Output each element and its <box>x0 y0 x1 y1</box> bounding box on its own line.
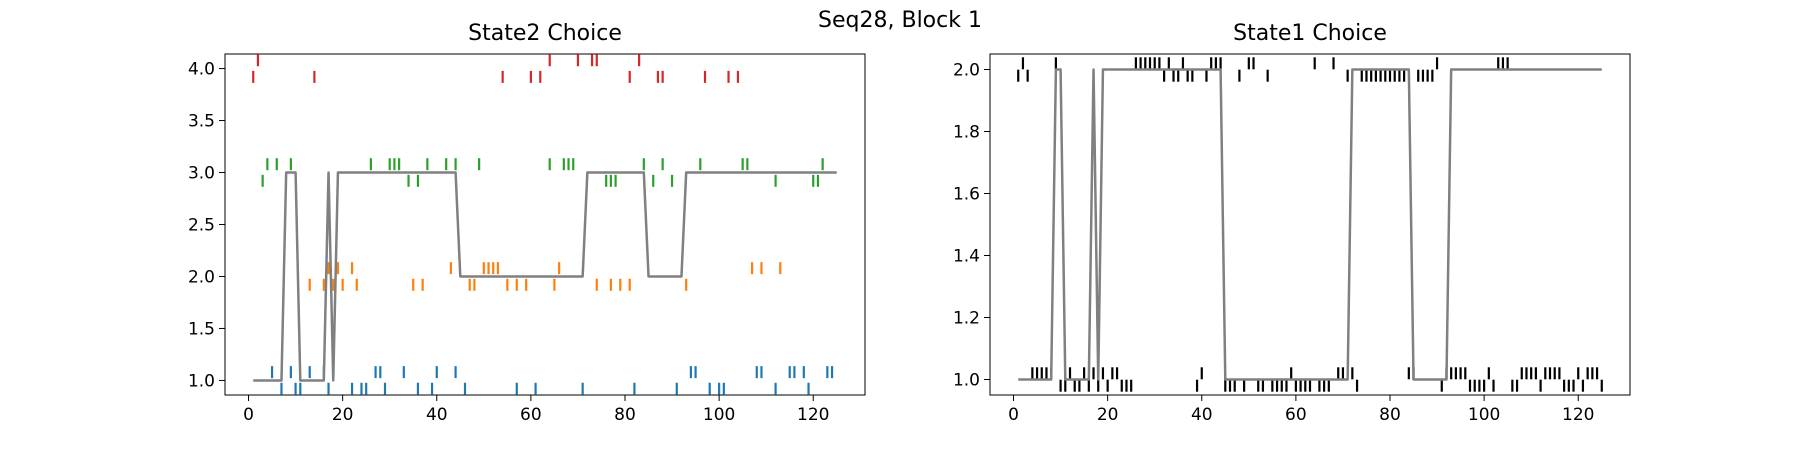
state1-choice-line <box>1018 68 1602 381</box>
state1-ytick-label: 1.8 <box>953 123 980 143</box>
state2-xtick-label: 40 <box>426 405 448 425</box>
state1-ytick-label: 1.0 <box>953 371 980 391</box>
state1-choice-title: State1 Choice <box>1233 21 1387 46</box>
state1-xtick-label: 20 <box>1097 405 1119 425</box>
state1-xtick-label: 0 <box>1008 405 1019 425</box>
state1-ytick-label: 2.0 <box>953 61 980 81</box>
state2-ytick-label: 2.5 <box>188 216 215 236</box>
state2-ytick-label: 3.5 <box>188 112 215 132</box>
state2-ytick-label: 2.0 <box>188 267 215 287</box>
state1-xtick-label: 60 <box>1285 405 1307 425</box>
state2-xtick-label: 20 <box>332 405 354 425</box>
state2-plot-frame <box>224 53 866 396</box>
state1-ytick-label: 1.2 <box>953 309 980 329</box>
state1-xtick-label: 40 <box>1191 405 1213 425</box>
state2-choice-line <box>253 171 837 382</box>
state2-xtick-label: 120 <box>797 405 829 425</box>
state1-xtick-label: 120 <box>1562 405 1594 425</box>
state1-choice-panel: State1 Choice 0 20 40 60 80 100 120 1.0 1.2 1.4 1.… <box>953 21 1631 425</box>
state2-xtick-label: 0 <box>243 405 254 425</box>
state2-choice-panel: State2 Choice 0 20 40 60 80 100 120 1.0 1.5 2.0 2.… <box>188 21 866 425</box>
state2-ytick-label: 1.5 <box>188 319 215 339</box>
state1-ytick-label: 1.6 <box>953 185 980 205</box>
state1-ytick-label: 1.4 <box>953 247 980 267</box>
state1-plot-frame <box>989 53 1631 396</box>
state2-ytick-label: 3.0 <box>188 164 215 184</box>
state1-xtick-label: 100 <box>1468 405 1500 425</box>
state2-choice-title: State2 Choice <box>468 21 622 46</box>
figure-suptitle: Seq28, Block 1 <box>818 8 982 33</box>
state1-xtick-label: 80 <box>1379 405 1401 425</box>
state2-xtick-label: 80 <box>614 405 636 425</box>
state2-ytick-label: 4.0 <box>188 60 215 80</box>
state2-xtick-label: 100 <box>703 405 735 425</box>
state2-xtick-label: 60 <box>520 405 542 425</box>
state2-ytick-label: 1.0 <box>188 371 215 391</box>
